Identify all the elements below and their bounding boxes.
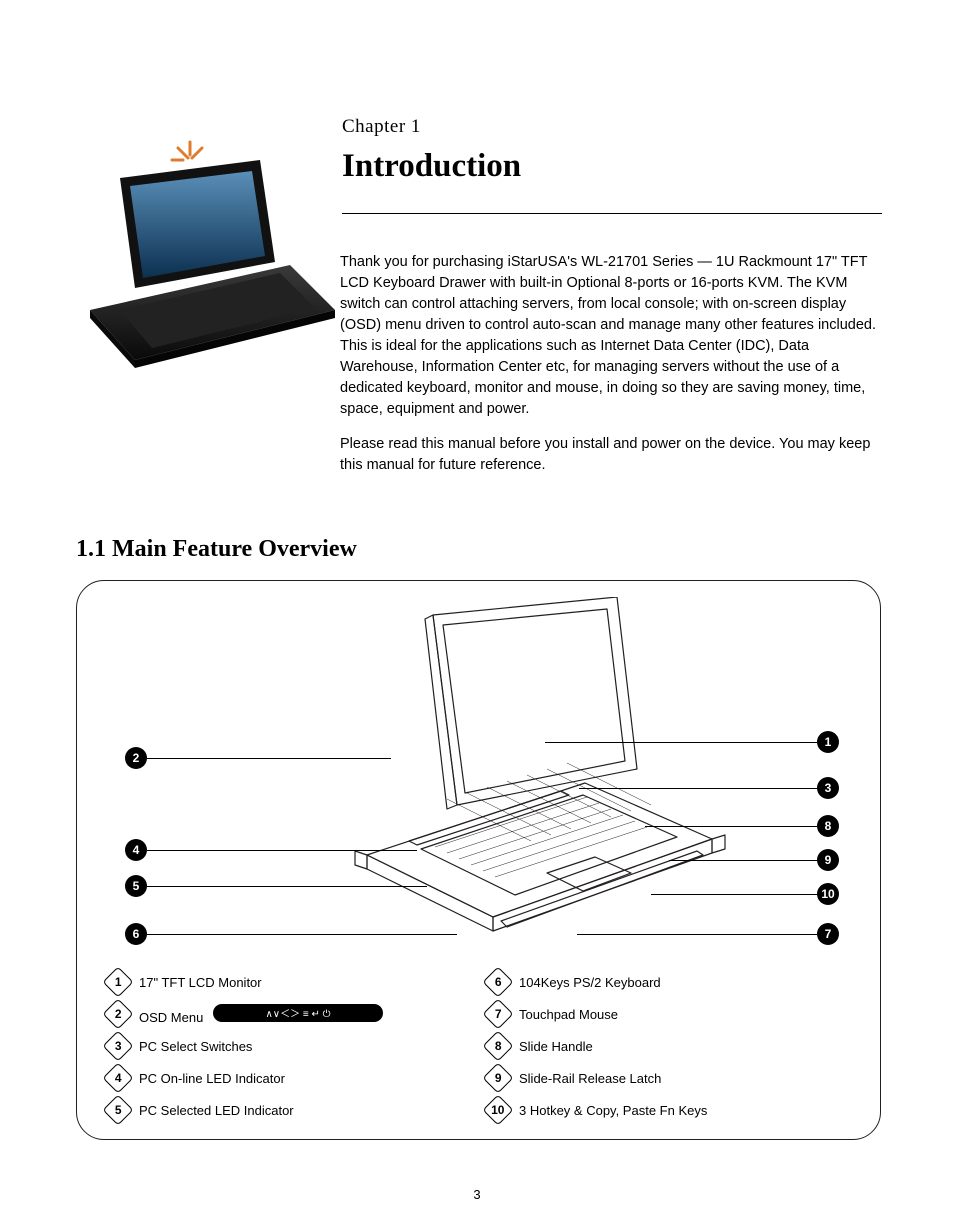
legend-row: 4 PC On-line LED Indicator xyxy=(107,1067,487,1089)
callout-10: 10 xyxy=(817,883,839,905)
legend-text: 3 Hotkey & Copy, Paste Fn Keys xyxy=(519,1103,867,1118)
callout-line-6 xyxy=(147,934,457,935)
legend-num: 1 xyxy=(102,966,133,997)
page: Chapter 1 Introduction Thank you for pur… xyxy=(0,0,954,1232)
legend-row: 6 104Keys PS/2 Keyboard xyxy=(487,971,867,993)
callout-8: 8 xyxy=(817,815,839,837)
legend-text: 17" TFT LCD Monitor xyxy=(139,975,487,990)
svg-text:∧∨＜＞ ≡ ↵ ⏻: ∧∨＜＞ ≡ ↵ ⏻ xyxy=(265,1009,330,1020)
legend-num: 10 xyxy=(482,1094,513,1125)
legend-text: 104Keys PS/2 Keyboard xyxy=(519,975,867,990)
legend-num: 5 xyxy=(102,1094,133,1125)
legend-row: 7 Touchpad Mouse xyxy=(487,1003,867,1025)
callout-line-4 xyxy=(147,850,417,851)
legend-num: 2 xyxy=(102,998,133,1029)
legend-col-left: 1 17" TFT LCD Monitor 2 OSD Menu ∧∨＜＞ ≡ … xyxy=(107,971,487,1121)
chapter-label: Chapter 1 xyxy=(342,116,882,138)
callout-1: 1 xyxy=(817,731,839,753)
legend-text: PC Select Switches xyxy=(139,1039,487,1054)
legend: 1 17" TFT LCD Monitor 2 OSD Menu ∧∨＜＞ ≡ … xyxy=(107,971,867,1121)
legend-row: 3 PC Select Switches xyxy=(107,1035,487,1057)
legend-num: 4 xyxy=(102,1062,133,1093)
legend-text: Slide Handle xyxy=(519,1039,867,1054)
legend-num: 9 xyxy=(482,1062,513,1093)
callout-line-7 xyxy=(577,934,817,935)
legend-col-right: 6 104Keys PS/2 Keyboard 7 Touchpad Mouse… xyxy=(487,971,867,1121)
callout-6: 6 xyxy=(125,923,147,945)
legend-row: 5 PC Selected LED Indicator xyxy=(107,1099,487,1121)
legend-num: 8 xyxy=(482,1030,513,1061)
legend-text: PC On-line LED Indicator xyxy=(139,1071,487,1086)
callout-2: 2 xyxy=(125,747,147,769)
callout-9: 9 xyxy=(817,849,839,871)
callout-line-10 xyxy=(651,894,817,895)
chapter-rule xyxy=(342,213,882,214)
callout-line-9 xyxy=(669,860,817,861)
intro-p1: Thank you for purchasing iStarUSA's WL-2… xyxy=(340,252,880,420)
legend-label: OSD Menu xyxy=(139,1010,203,1025)
osd-strip-icon: ∧∨＜＞ ≡ ↵ ⏻ xyxy=(213,1004,383,1025)
page-number: 3 xyxy=(0,1187,954,1202)
callout-7: 7 xyxy=(817,923,839,945)
callout-line-2 xyxy=(147,758,391,759)
section-title: 1.1 Main Feature Overview xyxy=(76,536,357,563)
intro-p2: Please read this manual before you insta… xyxy=(340,434,880,476)
chapter-title: Introduction xyxy=(342,148,882,185)
callout-5: 5 xyxy=(125,875,147,897)
chapter-header: Chapter 1 Introduction xyxy=(342,116,882,214)
callout-line-5 xyxy=(147,886,427,887)
callout-line-1 xyxy=(545,742,817,743)
callout-4: 4 xyxy=(125,839,147,861)
legend-row: 8 Slide Handle xyxy=(487,1035,867,1057)
legend-num: 7 xyxy=(482,998,513,1029)
callout-3: 3 xyxy=(817,777,839,799)
legend-text: Slide-Rail Release Latch xyxy=(519,1071,867,1086)
legend-row: 9 Slide-Rail Release Latch xyxy=(487,1067,867,1089)
diagram-panel: 2 4 5 6 1 3 8 9 10 7 1 17" TFT LCD Monit… xyxy=(76,580,881,1140)
legend-text: Touchpad Mouse xyxy=(519,1007,867,1022)
legend-text: OSD Menu ∧∨＜＞ ≡ ↵ ⏻ xyxy=(139,1004,487,1025)
intro-text: Thank you for purchasing iStarUSA's WL-2… xyxy=(340,252,880,490)
product-photo xyxy=(80,160,340,370)
legend-row: 1 17" TFT LCD Monitor xyxy=(107,971,487,993)
callout-line-3 xyxy=(579,788,817,789)
legend-row: 10 3 Hotkey & Copy, Paste Fn Keys xyxy=(487,1099,867,1121)
legend-num: 6 xyxy=(482,966,513,997)
legend-row: 2 OSD Menu ∧∨＜＞ ≡ ↵ ⏻ xyxy=(107,1003,487,1025)
callout-line-8 xyxy=(645,826,817,827)
legend-num: 3 xyxy=(102,1030,133,1061)
legend-text: PC Selected LED Indicator xyxy=(139,1103,487,1118)
